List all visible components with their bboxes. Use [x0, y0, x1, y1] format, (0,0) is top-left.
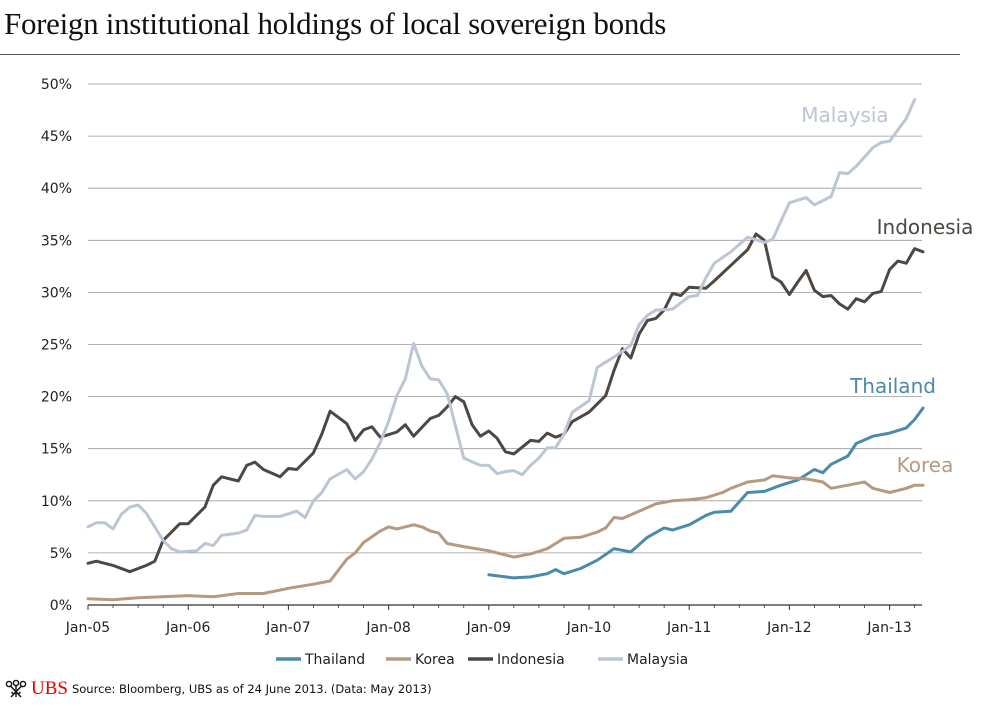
legend-label: Indonesia [497, 652, 565, 668]
x-tick-label: Jan-07 [265, 620, 310, 636]
legend-label: Korea [415, 652, 455, 668]
footer: UBS Source: Bloomberg, UBS as of 24 June… [4, 678, 432, 700]
series-label-indonesia: Indonesia [877, 215, 974, 239]
y-tick-label: 0% [50, 598, 72, 614]
series-label-korea: Korea [897, 453, 954, 477]
legend-label: Thailand [304, 652, 365, 668]
axes: 0% 5% 10% 15% 20% 25% 30% 35% 40% 45% 50% Jan-05 Jan… [41, 77, 922, 636]
title-divider [0, 54, 960, 55]
ubs-logo-text: UBS [31, 678, 68, 699]
x-tick-label: Jan-10 [566, 620, 611, 636]
x-tick-label: Jan-12 [766, 620, 811, 636]
legend: Thailand Korea Indonesia Malaysia [276, 652, 688, 668]
ubs-keys-icon [5, 679, 27, 698]
series-lines [86, 98, 925, 602]
series-line-korea [86, 474, 925, 602]
x-tick-label: Jan-09 [466, 620, 511, 636]
series-line-indonesia [86, 232, 925, 574]
page-title: Foreign institutional holdings of local … [4, 6, 666, 41]
y-tick-label: 25% [41, 338, 72, 354]
y-tick-label: 5% [50, 546, 72, 562]
y-tick-label: 50% [41, 77, 72, 93]
series-label-malaysia: Malaysia [801, 103, 888, 127]
y-tick-label: 40% [41, 181, 72, 197]
x-tick-label: Jan-08 [365, 620, 410, 636]
y-tick-label: 15% [41, 442, 72, 458]
y-tick-label: 35% [41, 233, 72, 249]
y-tick-label: 30% [41, 285, 72, 301]
y-tick-label: 45% [41, 129, 72, 145]
legend-label: Malaysia [627, 652, 688, 668]
x-tick-label: Jan-11 [666, 620, 711, 636]
series-label-thailand: Thailand [849, 374, 936, 398]
source-note: Source: Bloomberg, UBS as of 24 June 201… [71, 682, 432, 696]
x-tick-label: Jan-05 [65, 620, 110, 636]
grid-lines [88, 83, 922, 554]
y-tick-label: 10% [41, 494, 72, 510]
series-labels: Thailand Korea Indonesia Malaysia [801, 103, 973, 477]
y-tick-label: 20% [41, 390, 72, 406]
series-line-malaysia [86, 98, 917, 554]
x-tick-label: Jan-13 [866, 620, 911, 636]
series-line-thailand [487, 406, 925, 580]
x-tick-label: Jan-06 [165, 620, 211, 636]
